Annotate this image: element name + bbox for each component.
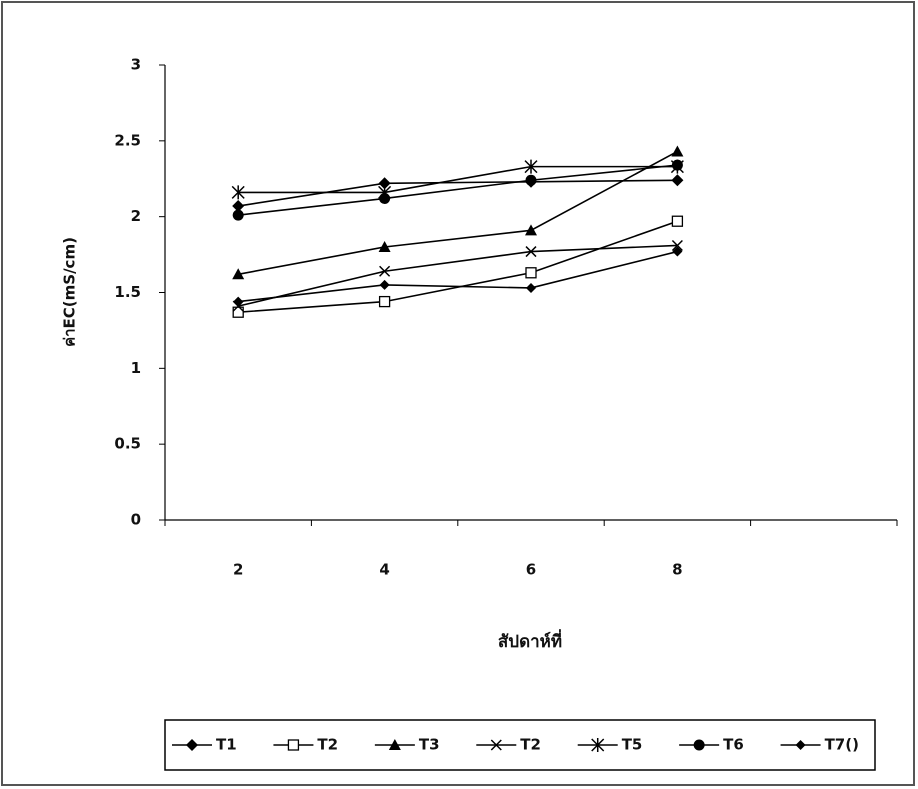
marker [233,210,244,221]
marker [672,216,682,226]
marker [672,160,683,171]
series-line [238,252,677,302]
y-tick-label: 2.5 [114,131,141,149]
legend-label: T2 [520,736,541,754]
series-line [238,151,677,274]
series-line [238,221,677,312]
legend-label: T1 [216,736,237,754]
marker [380,297,390,307]
legend-label: T3 [419,736,440,754]
marker [288,740,298,750]
series-line [238,245,677,306]
series-line [238,165,677,215]
page: {"chart_data": {"type": "line", "x_label… [0,0,918,789]
x-tick-label: 2 [233,561,243,579]
y-axis-label: ค่าEC(mS/cm) [61,237,79,347]
marker [526,175,537,186]
y-tick-label: 2 [131,207,141,225]
frame [2,2,914,785]
x-axis-label: สัปดาห์ที่ [498,629,562,652]
x-tick-label: 6 [526,561,536,579]
x-tick-label: 8 [672,561,682,579]
marker [796,740,806,750]
y-tick-label: 3 [131,56,141,74]
marker [671,145,683,156]
legend-label: T7() [825,736,859,754]
series-line [238,167,677,193]
marker [526,283,536,293]
x-tick-label: 4 [379,561,389,579]
y-tick-label: 0 [131,511,141,529]
legend-label: T6 [723,736,744,754]
legend-label: T2 [317,736,338,754]
y-tick-label: 1.5 [114,283,141,301]
marker [694,740,705,751]
marker [379,193,390,204]
marker [186,739,198,751]
marker [671,174,683,186]
y-tick-label: 1 [131,359,141,377]
chart: ค่าEC(mS/cm) สัปดาห์ที่ 0 0.5 1 1.5 2 2.5 3 2 4 6… [0,0,918,789]
marker [380,280,390,290]
legend-label: T5 [622,736,643,754]
marker [526,268,536,278]
marker [525,224,537,235]
y-tick-label: 0.5 [114,435,141,453]
